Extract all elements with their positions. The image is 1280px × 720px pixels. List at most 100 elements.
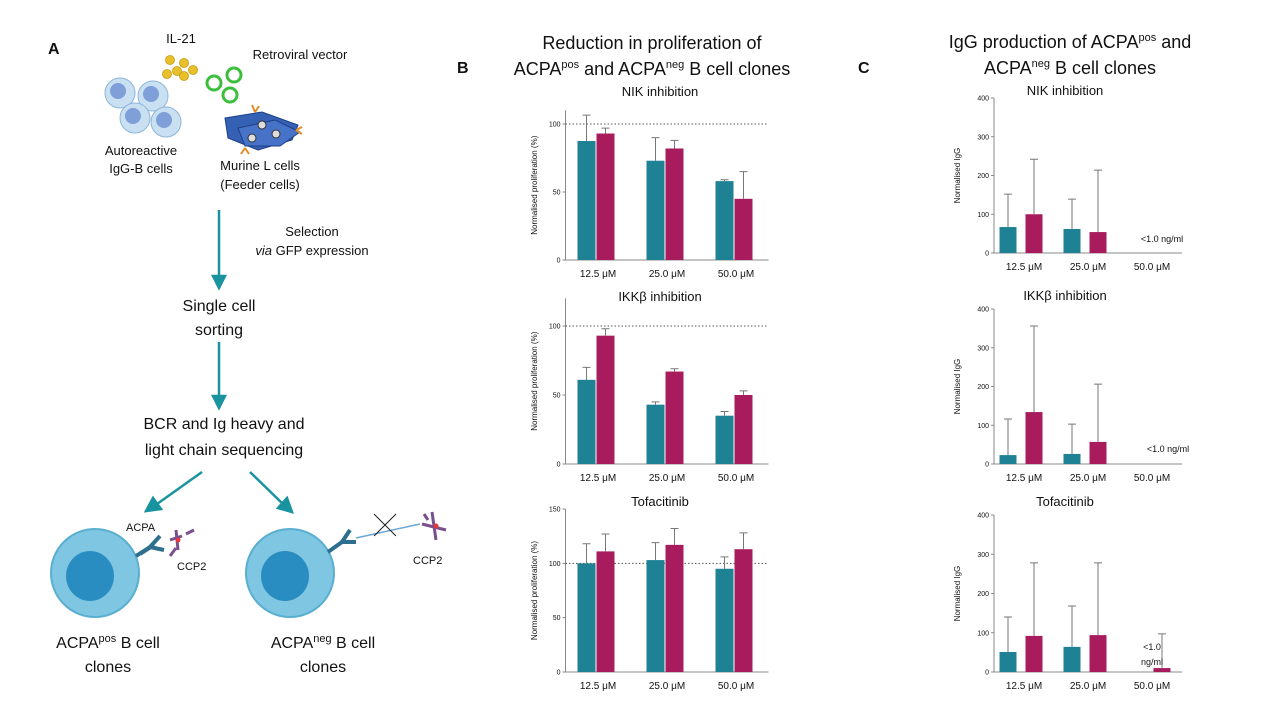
y-tick-label: 400 bbox=[977, 96, 989, 103]
error-bar bbox=[651, 542, 660, 561]
chart: IKKβ inhibition Normalised IgG 0 100 200 300 4… bbox=[953, 288, 1189, 484]
bar bbox=[1153, 668, 1171, 672]
error-bar bbox=[1030, 325, 1038, 413]
error-bar bbox=[670, 139, 679, 149]
title-sup: neg bbox=[1032, 58, 1050, 70]
title-part: IgG production of ACPA bbox=[949, 32, 1139, 52]
y-axis-label: Normalised proliferation (%) bbox=[530, 541, 539, 640]
y-tick-label: 50 bbox=[553, 190, 561, 197]
bar bbox=[665, 371, 684, 464]
bar bbox=[1025, 412, 1043, 464]
y-tick-label: 400 bbox=[977, 513, 989, 520]
panel-label: A bbox=[48, 41, 60, 58]
y-tick-label: 0 bbox=[985, 251, 989, 258]
y-tick-label: 200 bbox=[977, 173, 989, 180]
x-tick-label: 12.5 μM bbox=[1006, 262, 1042, 273]
annotation: ng/ml bbox=[1141, 657, 1163, 667]
error-bar bbox=[651, 137, 660, 161]
bar bbox=[734, 549, 753, 672]
y-tick-label: 100 bbox=[549, 122, 561, 129]
clones-part: B cell bbox=[116, 635, 160, 652]
bar bbox=[596, 335, 615, 464]
bar bbox=[1025, 635, 1043, 672]
il21-label: IL-21 bbox=[166, 31, 196, 46]
error-bar bbox=[1068, 423, 1076, 454]
chart: IKKβ inhibition Normalised proliferation … bbox=[530, 289, 769, 484]
title-part: and ACPA bbox=[579, 59, 666, 79]
chart-title: NIK inhibition bbox=[1027, 83, 1104, 98]
error-bar bbox=[1158, 633, 1166, 669]
selection-method-part: via bbox=[255, 243, 272, 258]
clones-part: ACPA bbox=[271, 635, 314, 652]
y-tick-label: 100 bbox=[977, 630, 989, 637]
x-tick-label: 12.5 μM bbox=[580, 473, 616, 484]
error-bar bbox=[1068, 605, 1076, 647]
x-tick-label: 12.5 μM bbox=[1006, 681, 1042, 692]
ccp2-label: CCP2 bbox=[413, 555, 442, 567]
bar bbox=[577, 563, 596, 672]
clones-label: clones bbox=[85, 659, 131, 676]
annotation: <1.0 bbox=[1143, 642, 1161, 652]
error-bar bbox=[601, 127, 610, 134]
title-part: B cell clones bbox=[684, 59, 790, 79]
y-tick-label: 300 bbox=[977, 345, 989, 352]
feeder-cells bbox=[224, 104, 303, 155]
chart: Tofacitinib Normalised IgG 0 100 200 300 400 12… bbox=[953, 494, 1182, 692]
b-cells-label: IgG-B cells bbox=[109, 161, 173, 176]
error-bar bbox=[582, 114, 591, 141]
error-bar bbox=[1004, 193, 1012, 228]
sequencing-label: light chain sequencing bbox=[145, 442, 303, 459]
clones-label: ACPApos B cell bbox=[56, 633, 160, 652]
y-tick-label: 50 bbox=[553, 615, 561, 622]
selection-label: Selection bbox=[285, 224, 338, 239]
bar bbox=[1063, 646, 1081, 672]
bar bbox=[646, 160, 665, 260]
y-tick-label: 100 bbox=[549, 324, 561, 331]
chart: NIK inhibition Normalised IgG 0 100 200 300 40… bbox=[953, 83, 1183, 273]
y-axis-label: Normalised proliferation (%) bbox=[530, 135, 539, 234]
panel-title: Reduction in proliferation of bbox=[542, 33, 762, 53]
x-tick-label: 50.0 μM bbox=[718, 681, 754, 692]
chart-title: IKKβ inhibition bbox=[618, 289, 701, 304]
b-cell-nuclei bbox=[110, 83, 172, 128]
x-tick-label: 50.0 μM bbox=[1134, 262, 1170, 273]
chart-title: IKKβ inhibition bbox=[1023, 288, 1106, 303]
title-part: ACPA bbox=[984, 58, 1032, 78]
title-part: and bbox=[1156, 32, 1191, 52]
b-cells-label: Autoreactive bbox=[105, 143, 177, 158]
error-bar bbox=[720, 556, 729, 569]
x-tick-label: 12.5 μM bbox=[1006, 473, 1042, 484]
sorting-label: Single cell bbox=[183, 298, 256, 315]
clones-part: B cell bbox=[332, 635, 376, 652]
error-bar bbox=[739, 390, 748, 395]
clones-label: clones bbox=[300, 659, 346, 676]
error-bar bbox=[1094, 562, 1102, 636]
y-tick-label: 0 bbox=[985, 670, 989, 677]
title-sup: pos bbox=[1138, 32, 1156, 44]
error-bar bbox=[1004, 616, 1012, 652]
bar bbox=[999, 227, 1017, 253]
y-tick-label: 0 bbox=[557, 462, 561, 469]
error-bar bbox=[582, 366, 591, 380]
y-tick-label: 400 bbox=[977, 307, 989, 314]
y-tick-label: 100 bbox=[549, 561, 561, 568]
acpa-pos-cell bbox=[50, 528, 195, 618]
y-axis-label: Normalised IgG bbox=[953, 566, 962, 622]
x-tick-label: 25.0 μM bbox=[649, 681, 685, 692]
title-part: B cell clones bbox=[1050, 58, 1156, 78]
vector-label: Retroviral vector bbox=[253, 47, 348, 62]
ccp2-label: CCP2 bbox=[177, 561, 206, 573]
error-bar bbox=[739, 532, 748, 550]
x-tick-label: 12.5 μM bbox=[580, 269, 616, 280]
feeder-label: Murine L cells bbox=[220, 158, 300, 173]
error-bar bbox=[1030, 562, 1038, 636]
sequencing-label: BCR and Ig heavy and bbox=[144, 416, 305, 433]
x-tick-label: 25.0 μM bbox=[1070, 473, 1106, 484]
bar bbox=[734, 198, 753, 260]
panel-label: C bbox=[858, 60, 870, 77]
error-bar bbox=[601, 533, 610, 552]
y-tick-label: 100 bbox=[977, 423, 989, 430]
clones-label: ACPAneg B cell bbox=[271, 633, 375, 652]
